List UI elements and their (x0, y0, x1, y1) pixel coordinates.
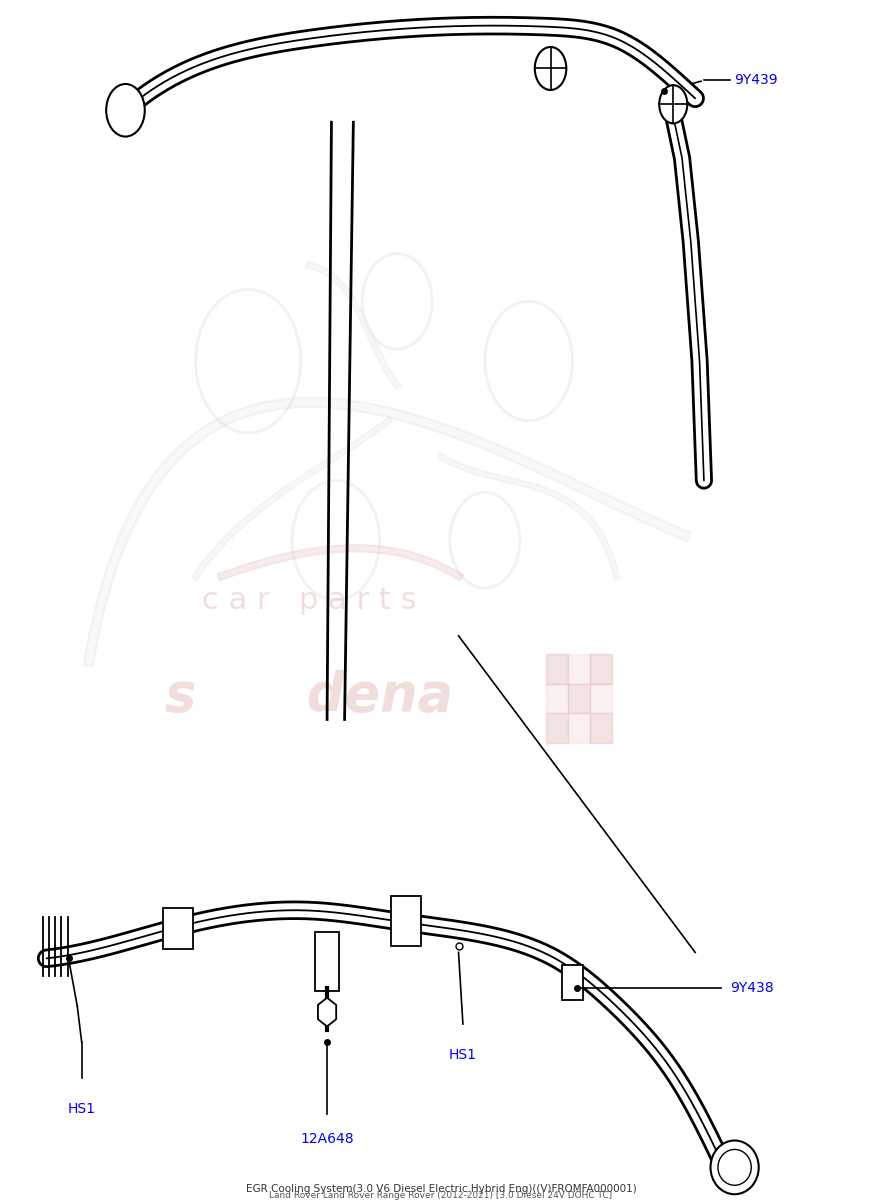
Bar (568, 684, 590, 714)
Text: EGR Cooling System(3.0 V6 Diesel Electric Hybrid Eng)((V)FROMFA000001): EGR Cooling System(3.0 V6 Diesel Electri… (245, 1184, 637, 1194)
Polygon shape (318, 997, 336, 1026)
FancyBboxPatch shape (315, 932, 340, 990)
Text: Land Rover Land Rover Range Rover (2012-2021) [3.0 Diesel 24V DOHC TC]: Land Rover Land Rover Range Rover (2012-… (269, 1190, 613, 1200)
Text: 9Y438: 9Y438 (730, 982, 774, 995)
Text: 9Y439: 9Y439 (735, 73, 778, 88)
Text: HS1: HS1 (68, 1102, 95, 1116)
Text: s      dena: s dena (166, 670, 453, 721)
Text: 12A648: 12A648 (300, 1132, 354, 1146)
Bar (590, 654, 612, 684)
Text: HS1: HS1 (449, 1048, 477, 1062)
Bar (546, 714, 568, 743)
Bar (590, 684, 612, 714)
Ellipse shape (711, 1140, 759, 1194)
Circle shape (659, 85, 687, 124)
FancyBboxPatch shape (562, 966, 583, 1000)
Circle shape (106, 84, 145, 137)
Bar (568, 654, 590, 684)
Bar (546, 654, 568, 684)
Bar (568, 714, 590, 743)
Bar (590, 714, 612, 743)
FancyBboxPatch shape (391, 896, 421, 947)
FancyBboxPatch shape (163, 908, 193, 949)
Bar (546, 684, 568, 714)
Circle shape (534, 47, 566, 90)
Text: c a r   p a r t s: c a r p a r t s (202, 586, 417, 614)
